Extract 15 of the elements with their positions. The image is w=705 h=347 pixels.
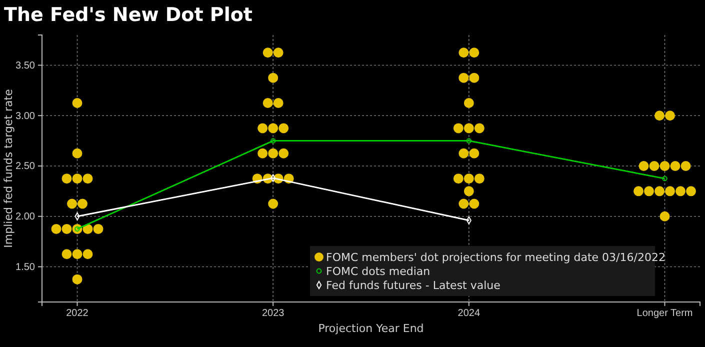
legend-label: Fed funds futures - Latest value — [326, 279, 501, 292]
legend-label: FOMC members' dot projections for meeting date 03/16/2022 — [326, 251, 666, 264]
y-tick-label: 2.00 — [16, 212, 36, 223]
x-tick-label: 2023 — [262, 308, 285, 320]
chart-title: The Fed's New Dot Plot — [4, 4, 252, 26]
x-axis-title: Projection Year End — [318, 322, 424, 335]
x-tick-label: Longer Term — [636, 308, 693, 320]
x-tick-label: 2024 — [458, 308, 480, 320]
y-tick-label: 3.50 — [16, 60, 36, 72]
y-tick-label: 1.50 — [16, 262, 36, 273]
y-axis-title: Implied fed funds target rate — [2, 88, 15, 248]
x-tick-label: 2022 — [66, 308, 89, 320]
y-tick-label: 3.00 — [16, 110, 36, 122]
y-tick-label: 2.50 — [16, 161, 36, 172]
legend-label: FOMC dots median — [326, 265, 430, 278]
